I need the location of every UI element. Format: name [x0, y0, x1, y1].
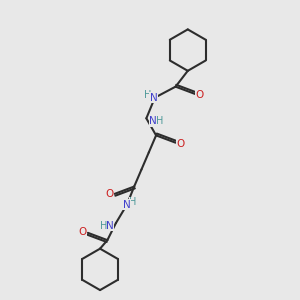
Text: O: O: [105, 189, 113, 199]
Text: H: H: [156, 116, 164, 126]
Text: H: H: [100, 220, 107, 230]
Text: O: O: [177, 139, 185, 149]
Text: H: H: [144, 90, 152, 100]
Text: N: N: [123, 200, 131, 210]
Text: O: O: [196, 90, 204, 100]
Text: O: O: [78, 226, 87, 237]
Text: N: N: [106, 220, 114, 230]
Text: N: N: [150, 93, 158, 103]
Text: N: N: [149, 116, 157, 126]
Text: H: H: [129, 197, 137, 207]
